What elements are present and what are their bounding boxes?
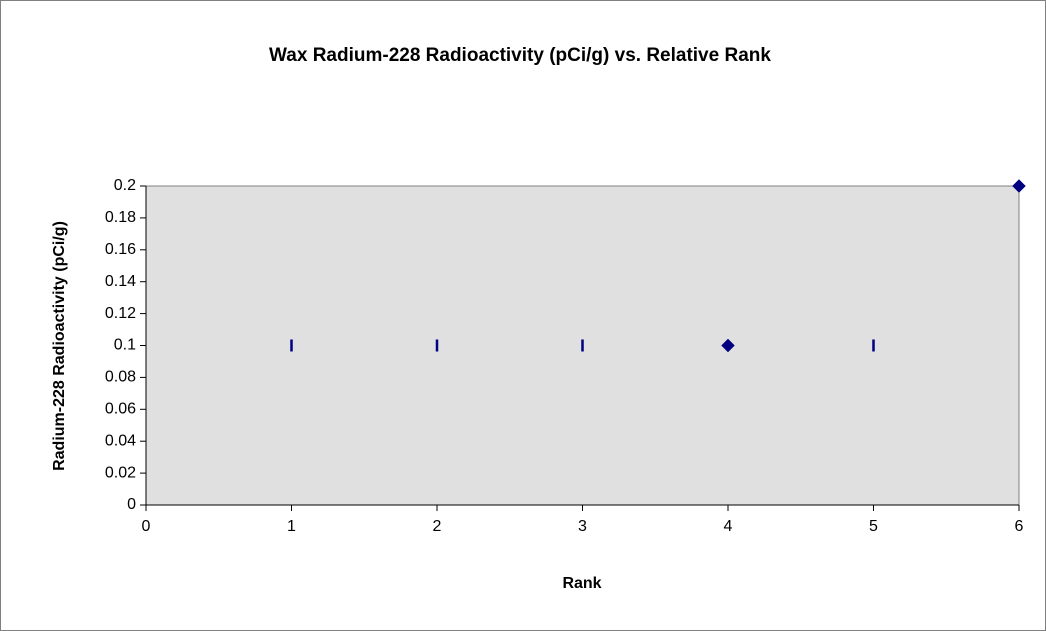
x-tick-label: 2 [433,518,442,535]
point [721,338,735,353]
y-tick-label: 0.14 [105,273,136,290]
y-tick-label: 0.02 [105,464,136,481]
y-tick-label: 0.06 [105,401,136,418]
y-tick-label: 0.2 [114,177,136,194]
y-tick-label: 0.12 [105,305,136,322]
y-tick-label: 0.18 [105,209,136,226]
point [1012,179,1026,193]
x-tick-label: 3 [578,518,587,535]
y-axis-label: Radium-228 Radioactivity (pCi/g) [51,221,68,471]
x-tick-label: 5 [869,518,878,535]
x-tick-label: 0 [142,518,151,535]
y-tick-label: 0.16 [105,241,136,258]
y-tick-label: 0.1 [114,337,136,354]
chart-title: Wax Radium-228 Radioactivity (pCi/g) vs.… [269,45,771,66]
x-tick-label: 4 [724,518,733,535]
x-axis-label: Rank [562,575,601,592]
y-tick-label: 0.08 [105,369,136,386]
y-tick-label: 0.04 [105,432,136,449]
y-tick-label: 0 [127,496,136,513]
x-tick-label: 6 [1015,518,1024,535]
x-tick-label: 1 [287,518,296,535]
